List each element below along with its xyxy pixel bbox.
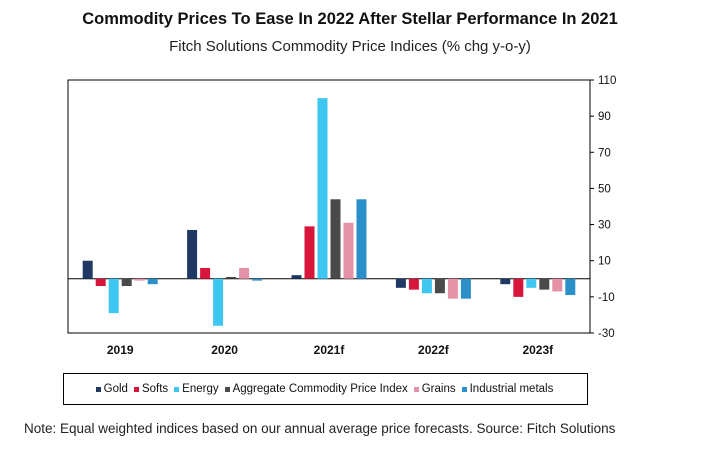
bar-aggregate-commodity-price-index-2022f	[434, 278, 445, 294]
y-tick-label: 30	[598, 220, 611, 232]
legend-label: Industrial metals	[469, 383, 554, 395]
bar-industrial-metals-2019	[147, 278, 158, 285]
legend-swatch	[461, 386, 467, 392]
legend-item: Grains	[413, 383, 456, 395]
y-tick-label: 70	[598, 147, 611, 159]
bar-gold-2019	[82, 260, 93, 279]
chart-legend: Gold Softs Energy Aggregate Commodity Price…	[63, 373, 588, 405]
x-category-label: 2021f	[314, 343, 346, 357]
bar-industrial-metals-2023f	[565, 278, 576, 296]
y-tick-label: 110	[598, 75, 616, 87]
legend-swatch	[133, 386, 139, 392]
x-category-label: 2023f	[522, 343, 554, 357]
legend-item: Gold	[95, 383, 128, 395]
chart-title: Commodity Prices To Ease In 2022 After S…	[82, 10, 618, 28]
bar-gold-2023f	[500, 278, 511, 285]
bar-industrial-metals-2022f	[460, 278, 471, 299]
bar-energy-2021f	[317, 98, 328, 279]
legend-swatch	[174, 386, 180, 392]
bar-energy-2020	[213, 278, 224, 326]
legend-item: Softs	[133, 383, 169, 395]
chart-subtitle: Fitch Solutions Commodity Price Indices …	[169, 38, 531, 55]
y-tick-label: -10	[598, 292, 615, 304]
y-tick-label: 90	[598, 111, 611, 123]
bar-softs-2023f	[513, 278, 524, 297]
bar-energy-2022f	[421, 278, 432, 294]
bar-industrial-metals-2021f	[356, 199, 367, 279]
bar-industrial-metals-2020	[252, 278, 263, 281]
bar-gold-2020	[187, 229, 198, 279]
bar-grains-2019	[134, 278, 145, 281]
legend-item: Aggregate Commodity Price Index	[224, 383, 408, 395]
bar-grains-2020	[239, 267, 250, 279]
legend-swatch	[224, 386, 230, 392]
legend-label: Grains	[421, 383, 456, 395]
bar-softs-2020	[200, 267, 211, 279]
bar-softs-2022f	[408, 278, 419, 290]
bar-aggregate-commodity-price-index-2019	[121, 278, 132, 287]
legend-label: Gold	[103, 383, 128, 395]
legend-label: Aggregate Commodity Price Index	[232, 383, 408, 395]
legend-swatch	[95, 386, 101, 392]
bar-softs-2019	[95, 278, 106, 287]
x-category-label: 2019	[107, 343, 134, 357]
bar-gold-2021f	[291, 275, 302, 279]
legend-label: Energy	[182, 383, 219, 395]
legend-label: Softs	[141, 383, 169, 395]
legend-item: Energy	[174, 383, 219, 395]
bar-aggregate-commodity-price-index-2023f	[539, 278, 550, 290]
bar-grains-2021f	[343, 222, 354, 279]
plot-area	[67, 79, 591, 334]
x-category-label: 2020	[211, 343, 238, 357]
bar-gold-2022f	[395, 278, 406, 288]
legend-swatch	[413, 386, 419, 392]
y-tick-label: 50	[598, 183, 611, 195]
bar-softs-2021f	[304, 226, 315, 279]
bar-energy-2023f	[526, 278, 537, 288]
bar-aggregate-commodity-price-index-2020	[226, 276, 237, 279]
bar-grains-2022f	[447, 278, 458, 299]
bar-grains-2023f	[552, 278, 563, 292]
source-note: Note: Equal weighted indices based on ou…	[24, 421, 616, 436]
y-tick-label: 10	[598, 256, 611, 268]
x-category-label: 2022f	[418, 343, 450, 357]
bar-aggregate-commodity-price-index-2021f	[330, 199, 341, 279]
y-tick-label: -30	[598, 328, 615, 340]
bar-energy-2019	[108, 278, 119, 314]
legend-item: Industrial metals	[461, 383, 554, 395]
